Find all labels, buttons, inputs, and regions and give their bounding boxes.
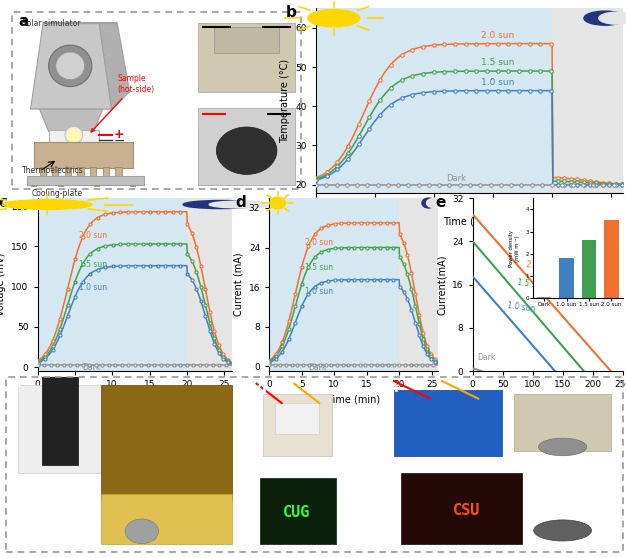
Bar — [52, 167, 58, 182]
Circle shape — [49, 45, 92, 86]
Text: Dark: Dark — [308, 363, 327, 372]
Circle shape — [217, 127, 277, 175]
Bar — [399, 198, 438, 371]
Text: b: b — [285, 4, 296, 20]
Text: 2.0 sun: 2.0 sun — [526, 260, 555, 273]
X-axis label: Time (min): Time (min) — [108, 395, 161, 405]
Bar — [38, 198, 187, 371]
Text: 1.5 sun: 1.5 sun — [516, 278, 545, 290]
Bar — [101, 494, 232, 543]
Circle shape — [125, 519, 158, 543]
Circle shape — [65, 127, 83, 143]
Bar — [39, 167, 46, 182]
X-axis label: Time (min): Time (min) — [327, 395, 380, 405]
Bar — [18, 386, 101, 473]
Circle shape — [308, 9, 360, 27]
Text: 2.0 sun: 2.0 sun — [79, 232, 107, 240]
Bar — [42, 359, 78, 464]
Circle shape — [66, 128, 81, 142]
Circle shape — [422, 198, 435, 208]
Bar — [58, 185, 63, 192]
Y-axis label: Current(mA): Current(mA) — [436, 254, 446, 315]
Circle shape — [584, 11, 626, 25]
Text: 1.5 sun: 1.5 sun — [481, 58, 515, 67]
X-axis label: Voltage (mV): Voltage (mV) — [516, 395, 580, 405]
Text: Dark: Dark — [446, 174, 466, 182]
Circle shape — [270, 197, 285, 209]
Text: +: + — [113, 128, 124, 141]
Circle shape — [183, 200, 258, 209]
Bar — [27, 176, 144, 185]
Text: CUG: CUG — [283, 506, 310, 521]
Bar — [103, 167, 109, 182]
Text: 1.0 sun: 1.0 sun — [79, 283, 107, 292]
Text: j: j — [389, 467, 394, 481]
Circle shape — [56, 52, 85, 80]
Text: Solar simulator: Solar simulator — [21, 19, 80, 28]
Text: Dark: Dark — [478, 353, 496, 362]
Bar — [101, 386, 232, 500]
Bar — [552, 8, 623, 193]
Text: d: d — [235, 195, 246, 210]
Polygon shape — [31, 23, 111, 109]
Bar — [316, 8, 552, 193]
Text: c: c — [0, 195, 8, 210]
Bar — [187, 198, 232, 371]
Circle shape — [599, 12, 626, 24]
Circle shape — [426, 199, 438, 207]
Text: 1.5 sun: 1.5 sun — [305, 263, 333, 272]
Bar — [94, 185, 99, 192]
Bar — [269, 198, 399, 371]
Y-axis label: Voltage (mV): Voltage (mV) — [0, 253, 6, 316]
Text: Cooling-plate: Cooling-plate — [32, 190, 83, 199]
Bar — [401, 473, 521, 543]
Text: 1.0 sun: 1.0 sun — [305, 287, 333, 296]
Bar — [260, 478, 336, 543]
Y-axis label: Current (mA): Current (mA) — [233, 253, 243, 316]
Text: g: g — [257, 381, 267, 395]
Text: Thermoelectrics: Thermoelectrics — [21, 166, 83, 175]
Bar — [34, 142, 133, 168]
Text: 1.0 sun: 1.0 sun — [481, 78, 515, 86]
Circle shape — [3, 200, 92, 209]
Text: h: h — [389, 381, 399, 395]
Text: CSU: CSU — [453, 503, 480, 518]
Text: e: e — [435, 195, 446, 210]
Bar — [49, 130, 99, 142]
X-axis label: Time (min): Time (min) — [443, 216, 496, 226]
Polygon shape — [39, 109, 103, 132]
Text: Sample
(hot-side): Sample (hot-side) — [91, 74, 154, 132]
Bar — [115, 167, 121, 182]
Bar — [65, 167, 71, 182]
Text: f: f — [13, 382, 20, 397]
Text: 1.0 sun: 1.0 sun — [506, 301, 535, 313]
Bar — [130, 185, 135, 192]
Text: Dark: Dark — [83, 363, 101, 372]
Text: a: a — [18, 14, 29, 29]
Text: −: − — [113, 134, 125, 148]
Text: i: i — [257, 467, 261, 481]
Bar — [31, 185, 36, 192]
Circle shape — [534, 520, 592, 541]
Y-axis label: Temperature (°C): Temperature (°C) — [280, 59, 290, 142]
Bar — [90, 167, 96, 182]
Text: 1.5 sun: 1.5 sun — [79, 260, 107, 270]
Bar — [78, 167, 84, 182]
Polygon shape — [99, 23, 130, 109]
Circle shape — [209, 201, 273, 208]
Text: 2.0 sun: 2.0 sun — [305, 238, 333, 247]
Circle shape — [538, 438, 587, 456]
Text: 2.0 sun: 2.0 sun — [481, 31, 515, 40]
